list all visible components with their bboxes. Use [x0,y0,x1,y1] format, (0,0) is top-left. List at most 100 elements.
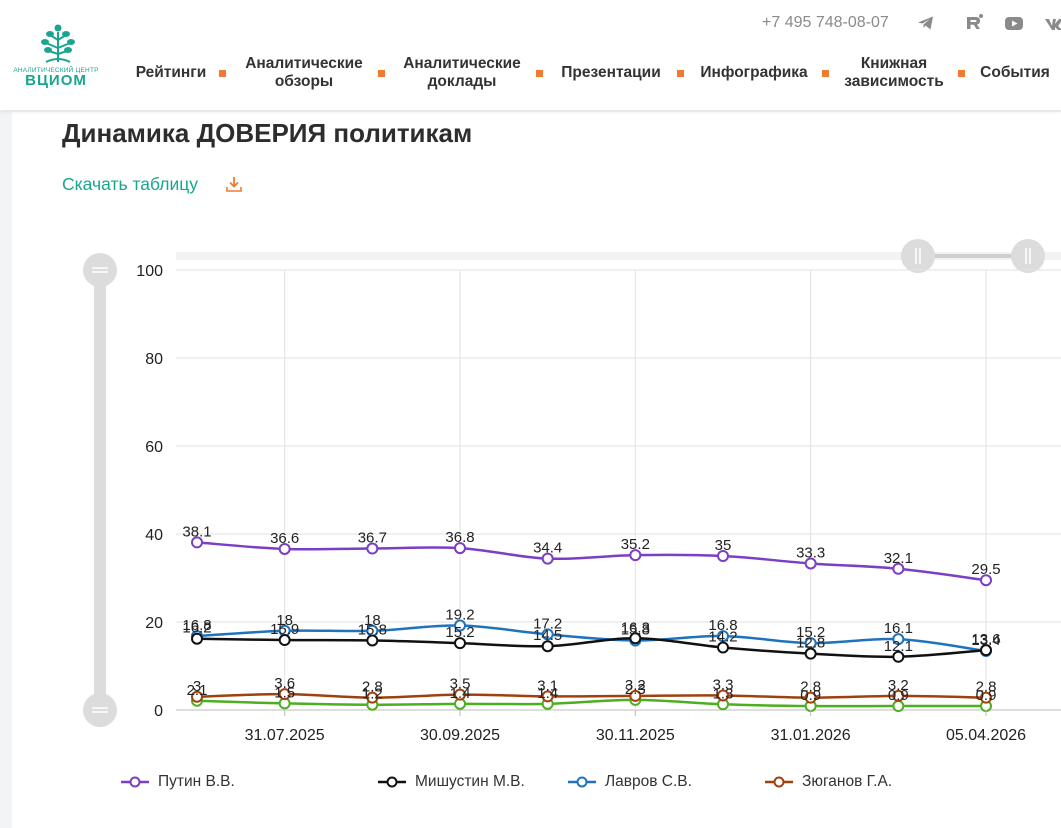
nav-item-presentations[interactable]: Презентации [561,64,661,81]
nav-item-analytic-reports[interactable]: Аналитические доклады [403,55,521,90]
data-label: 3 [193,678,201,695]
data-point[interactable] [892,650,905,663]
data-point[interactable] [366,634,379,647]
scrollbar-top-handle[interactable] [83,253,117,287]
data-point[interactable] [717,630,729,643]
logo-caption: АНАЛИТИЧЕСКИЙ ЦЕНТР [13,67,99,74]
legend-item-lavrov[interactable]: Лавров С.В. [567,770,692,794]
data-point[interactable] [892,633,905,646]
horizontal-left-handle[interactable] [901,239,935,273]
logo-icon[interactable] [12,22,104,88]
data-label: 0.9 [976,687,997,704]
data-point[interactable] [717,641,729,654]
data-label: 2.8 [976,679,997,696]
data-label: 34.4 [533,540,562,557]
data-label: 1.2 [362,686,383,703]
data-point[interactable] [717,689,729,702]
data-label: 16.2 [182,620,211,637]
content-card [12,112,1061,828]
nav-separator [822,70,829,77]
data-point[interactable] [629,549,642,562]
data-point[interactable] [892,562,905,575]
data-point[interactable] [980,644,992,657]
legend-marker [568,776,596,788]
legend-item-putin[interactable]: Путин В.В. [120,770,235,794]
youtube-icon[interactable] [1004,13,1024,33]
data-point[interactable] [980,574,992,587]
data-point[interactable] [541,640,554,653]
main-nav: Рейтинги Аналитические обзоры Аналитичес… [0,52,1061,94]
data-point[interactable] [541,628,554,641]
data-point[interactable] [629,632,642,645]
data-label: 16.8 [708,617,737,634]
legend-marker [765,776,793,788]
data-label: 3.6 [274,675,295,692]
data-label: 1.5 [274,684,295,701]
data-point[interactable] [191,690,203,703]
scrollbar-bottom-handle[interactable] [83,693,117,727]
series-line [196,541,987,582]
data-point[interactable] [892,689,905,702]
vk-icon[interactable] [1044,13,1061,33]
data-point[interactable] [804,647,817,660]
download-table-link[interactable]: Скачать таблицу [62,174,199,194]
data-label: 3.3 [713,676,734,693]
nav-item-infographics[interactable]: Инфографика [700,64,808,81]
data-label: 1.3 [713,685,734,702]
data-point[interactable] [804,557,817,570]
y-tick-label: 100 [136,263,163,280]
horizontal-right-handle[interactable] [1011,239,1045,273]
data-point[interactable] [454,637,466,650]
series-line [196,637,987,659]
data-point[interactable] [366,542,379,555]
data-label: 3.1 [537,677,558,694]
data-point[interactable] [454,619,466,632]
legend-marker [121,776,149,788]
data-point[interactable] [804,691,817,704]
vertical-scrollbar-track[interactable] [94,282,106,700]
nav-item-events[interactable]: События [980,64,1050,81]
x-tick-label: 31.01.2026 [771,727,851,744]
data-point[interactable] [191,632,203,645]
data-point[interactable] [278,542,291,555]
data-label: 0.9 [888,687,909,704]
data-label: 36.7 [358,530,387,547]
nav-separator [378,70,385,77]
data-label: 2.8 [362,679,383,696]
nav-separator [677,70,684,77]
site-header: АНАЛИТИЧЕСКИЙ ЦЕНТР ВЦИОМ +7 495 748-08-… [0,0,1061,110]
data-point[interactable] [278,688,291,701]
data-point[interactable] [541,552,554,565]
data-label: 3.2 [888,677,909,694]
phone-link[interactable]: +7 495 748-08-07 [762,14,889,31]
data-label: 1.4 [537,685,558,702]
nav-item-ratings[interactable]: Рейтинги [135,64,207,81]
data-label: 32.1 [884,550,913,567]
data-label: 16.8 [182,617,211,634]
data-point[interactable] [366,691,379,704]
data-point[interactable] [541,690,554,703]
data-point[interactable] [278,634,291,647]
data-point[interactable] [454,688,466,701]
data-point[interactable] [454,542,466,555]
data-label: 19.2 [445,607,474,624]
rutube-icon[interactable] [964,13,984,33]
horizontal-scrollbar-track[interactable] [176,252,1061,260]
telegram-icon[interactable] [916,13,936,33]
legend-item-mishustin[interactable]: Мишустин М.В. [377,770,525,794]
data-label: 15.2 [445,624,474,641]
data-point[interactable] [717,550,729,562]
legend-item-zyuganov[interactable]: Зюганов Г.А. [764,770,892,794]
data-point[interactable] [980,691,992,704]
nav-item-analytic-reviews[interactable]: Аналитические обзоры [245,55,363,90]
data-point[interactable] [629,689,642,702]
data-point[interactable] [191,536,203,549]
data-label: 15.9 [270,621,299,638]
data-label: 18 [276,612,293,629]
nav-item-book-addiction[interactable]: Книжная зависимость [844,55,944,90]
y-tick-label: 20 [145,615,163,632]
data-label: 2.1 [187,682,208,699]
legend-marker [378,776,406,788]
data-label: 14.2 [708,629,737,646]
download-icon[interactable] [224,174,244,194]
